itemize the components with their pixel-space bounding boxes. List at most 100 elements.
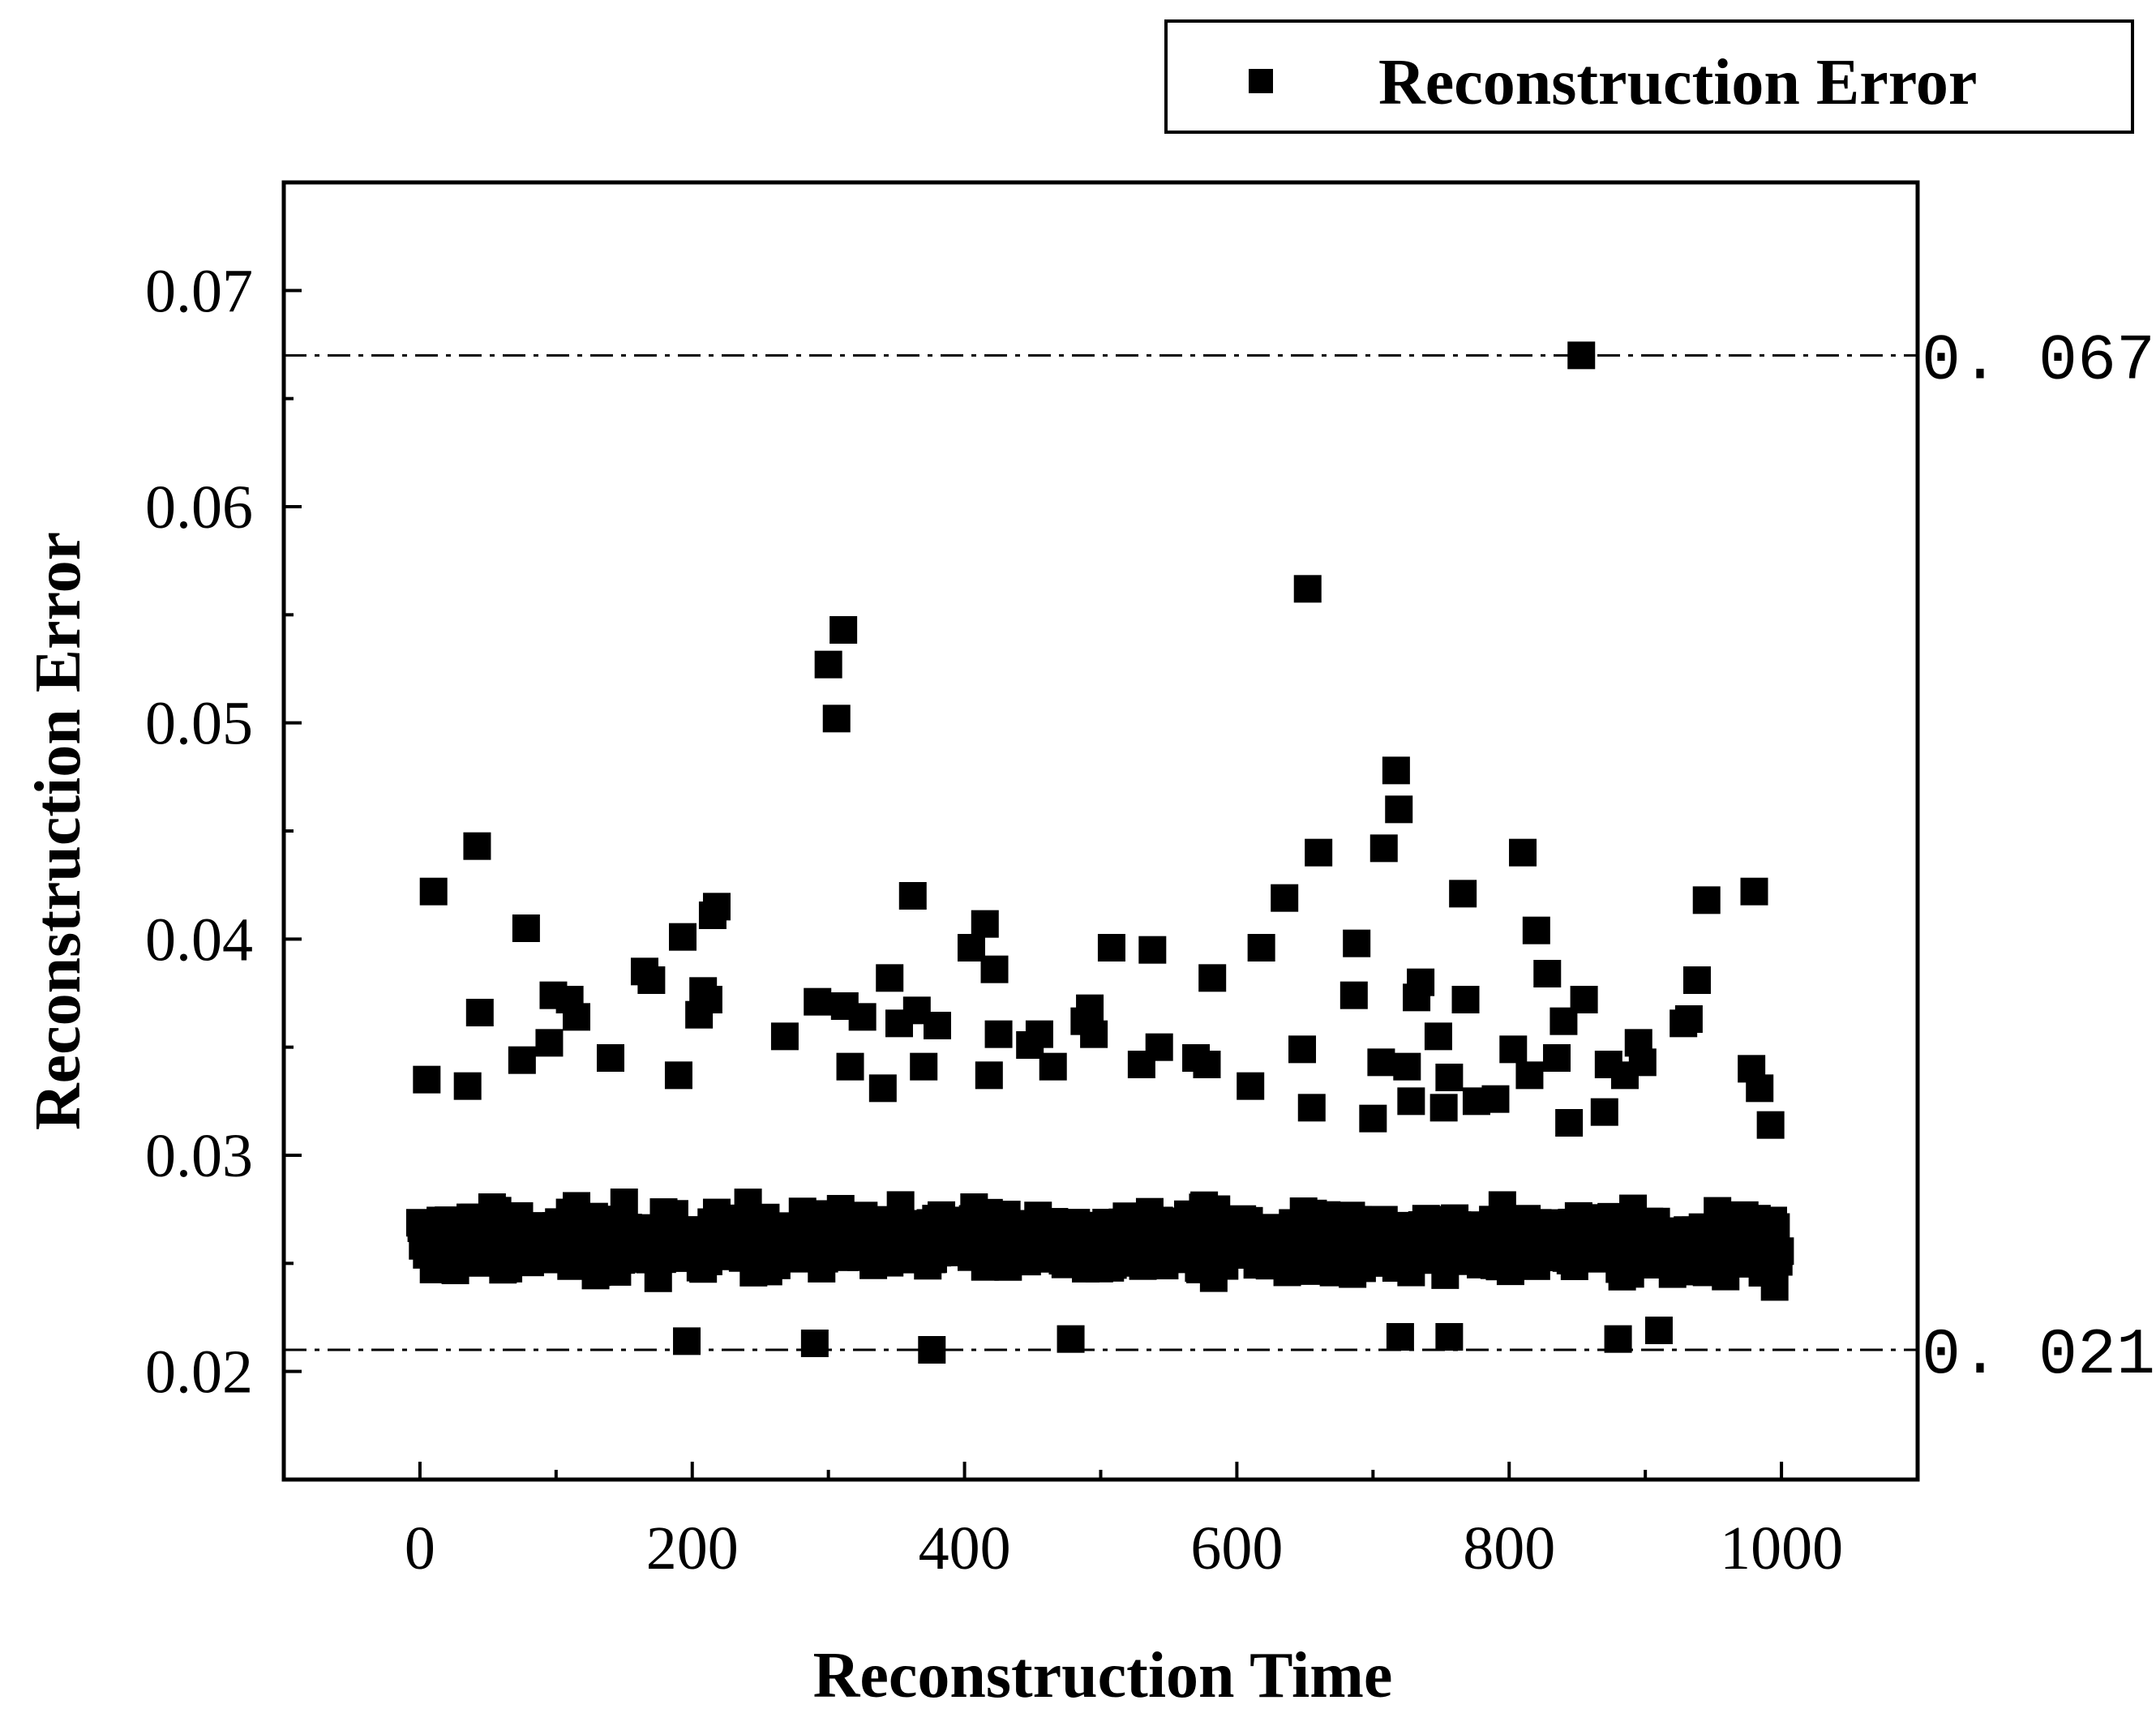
threshold-lines: 0. 067 0. 021 xyxy=(284,324,2155,1393)
data-point xyxy=(848,1003,877,1031)
data-point xyxy=(1138,936,1167,964)
data-point xyxy=(1435,1064,1464,1091)
data-point xyxy=(1369,834,1398,863)
data-point xyxy=(1766,1237,1794,1266)
data-point xyxy=(829,616,858,644)
data-point xyxy=(1604,1325,1632,1353)
data-point xyxy=(1543,1044,1571,1072)
data-point xyxy=(1145,1033,1173,1061)
data-point xyxy=(1451,986,1480,1013)
x-tick-label: 0 xyxy=(405,1514,435,1583)
x-axis: 0 200 400 600 800 1000 xyxy=(282,1462,1919,1583)
data-point xyxy=(1756,1111,1785,1139)
data-point xyxy=(702,893,731,921)
data-point xyxy=(1522,916,1550,944)
data-point xyxy=(1397,1087,1425,1116)
data-point xyxy=(1682,966,1711,994)
data-point xyxy=(814,650,842,679)
data-point xyxy=(800,1330,829,1357)
legend-marker-icon xyxy=(1249,69,1273,93)
data-point xyxy=(1644,1317,1673,1344)
data-point xyxy=(1057,1325,1085,1353)
data-point xyxy=(980,955,1009,983)
legend: Reconstruction Error xyxy=(1164,19,2134,134)
data-point xyxy=(563,1003,591,1031)
data-point xyxy=(910,1052,938,1081)
y-tick-label: 0.06 xyxy=(145,473,253,542)
data-point xyxy=(876,964,904,992)
data-point xyxy=(984,1020,1013,1048)
data-point xyxy=(1097,934,1125,962)
data-point xyxy=(1237,1072,1265,1100)
data-point xyxy=(453,1072,482,1100)
x-axis-title: Reconstruction Time xyxy=(813,1640,1393,1711)
data-point xyxy=(1359,1104,1387,1133)
data-point xyxy=(1382,756,1410,785)
y-tick-label: 0.05 xyxy=(145,690,253,758)
data-point xyxy=(1407,968,1435,996)
data-point xyxy=(1481,1085,1510,1113)
y-tick-label: 0.04 xyxy=(145,906,253,974)
legend-label: Reconstruction Error xyxy=(1378,47,1977,118)
data-point xyxy=(664,1061,692,1090)
data-point xyxy=(1762,1213,1790,1241)
data-points xyxy=(405,341,1794,1364)
data-point xyxy=(1555,1109,1584,1137)
data-point xyxy=(1570,986,1598,1013)
data-point xyxy=(512,914,540,942)
x-tick-label: 200 xyxy=(646,1514,739,1583)
data-point xyxy=(1080,1020,1108,1048)
data-point xyxy=(1297,1094,1326,1122)
data-point xyxy=(924,1012,951,1039)
y-axis-title: Reconstruction Error xyxy=(23,532,94,1130)
data-point xyxy=(1385,795,1413,824)
data-point xyxy=(836,1052,864,1081)
data-point xyxy=(1515,1061,1544,1090)
data-point xyxy=(1449,880,1477,908)
data-point xyxy=(1198,964,1227,992)
data-point xyxy=(1429,1094,1458,1122)
threshold-label: 0. 021 xyxy=(1922,1319,2155,1393)
data-point xyxy=(957,934,985,962)
data-point xyxy=(804,987,832,1016)
data-point xyxy=(535,1029,564,1057)
data-point xyxy=(1288,1035,1317,1064)
data-point xyxy=(668,923,697,951)
data-point xyxy=(1247,934,1275,962)
data-point xyxy=(1424,1022,1452,1051)
data-point xyxy=(975,1061,1003,1090)
data-point xyxy=(770,1022,799,1051)
data-point xyxy=(1509,838,1537,867)
y-tick-label: 0.02 xyxy=(145,1338,253,1407)
data-point xyxy=(1025,1020,1053,1048)
data-point xyxy=(508,1046,536,1074)
data-point xyxy=(1193,1051,1221,1078)
data-point xyxy=(1499,1035,1528,1064)
data-point xyxy=(1076,994,1104,1022)
data-point xyxy=(463,832,491,860)
data-point xyxy=(1271,884,1299,912)
data-point xyxy=(1628,1048,1657,1077)
x-tick-label: 1000 xyxy=(1720,1514,1843,1583)
data-point xyxy=(637,966,666,994)
data-point xyxy=(1435,1323,1464,1351)
data-point xyxy=(419,877,448,906)
x-tick-label: 800 xyxy=(1463,1514,1555,1583)
data-point xyxy=(1339,981,1368,1009)
data-point xyxy=(822,705,851,733)
y-axis: 0.02 0.03 0.04 0.05 0.06 0.07 xyxy=(145,181,302,1481)
data-point xyxy=(868,1074,897,1103)
x-tick-label: 400 xyxy=(919,1514,1011,1583)
data-point xyxy=(1367,1048,1395,1077)
data-point xyxy=(1305,838,1333,867)
data-point xyxy=(1386,1323,1414,1351)
data-point xyxy=(465,999,494,1026)
data-point xyxy=(1746,1074,1774,1103)
data-point xyxy=(1590,1098,1618,1126)
data-point xyxy=(413,1065,441,1094)
data-point xyxy=(1343,929,1371,957)
data-point xyxy=(898,882,927,910)
x-tick-label: 600 xyxy=(1190,1514,1283,1583)
y-tick-label: 0.07 xyxy=(145,257,253,325)
